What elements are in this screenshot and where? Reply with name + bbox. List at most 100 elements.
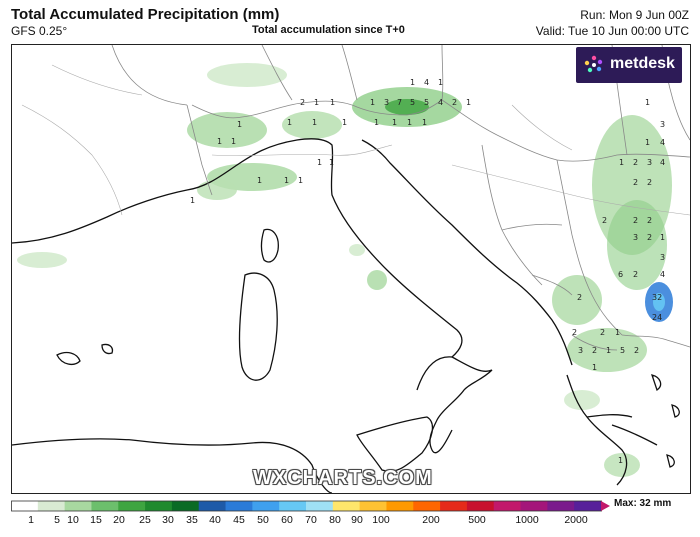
metdesk-logo: metdesk bbox=[576, 47, 682, 83]
chart-subtitle: Total accumulation since T+0 bbox=[252, 24, 405, 36]
legend-color-swatch bbox=[11, 501, 39, 511]
legend-tick-label: 200 bbox=[422, 514, 440, 526]
precip-value: 1 bbox=[237, 120, 242, 129]
legend-color-swatch bbox=[279, 501, 307, 511]
chart-header: Total Accumulated Precipitation (mm) GFS… bbox=[0, 0, 700, 44]
legend-color-swatch bbox=[37, 501, 66, 511]
legend-tick-label: 50 bbox=[257, 514, 269, 526]
precip-value: 1 bbox=[422, 118, 427, 127]
precip-value: 1 bbox=[438, 78, 443, 87]
precip-value: 3 bbox=[633, 233, 638, 242]
precip-value: 2 bbox=[602, 216, 607, 225]
watermark: WXCHARTS.COM bbox=[253, 467, 433, 489]
precip-value: 1 bbox=[606, 346, 611, 355]
legend-tick-label: 10 bbox=[67, 514, 79, 526]
precip-value: 5 bbox=[424, 98, 429, 107]
precip-value: 3 bbox=[384, 98, 389, 107]
precip-value: 1 bbox=[466, 98, 471, 107]
legend-color-swatch bbox=[306, 501, 334, 511]
precip-value: 2 bbox=[592, 346, 597, 355]
precip-value: 1 bbox=[407, 118, 412, 127]
precip-value: 1 bbox=[410, 78, 415, 87]
valid-time: Valid: Tue 10 Jun 00:00 UTC bbox=[535, 24, 689, 38]
precip-value: 1 bbox=[330, 98, 335, 107]
precip-value: 1 bbox=[619, 158, 624, 167]
precip-value: 1 bbox=[370, 98, 375, 107]
precip-value: 2 bbox=[633, 270, 638, 279]
legend-tick-label: 40 bbox=[209, 514, 221, 526]
metdesk-logo-text: metdesk bbox=[610, 55, 675, 72]
precip-value: 5 bbox=[410, 98, 415, 107]
precip-value: 2 bbox=[647, 216, 652, 225]
color-legend: Max: 32 mm 1 5 10 15 20 25 30 35 40 45 50 60 70 80 90 1… bbox=[11, 498, 689, 534]
precip-value: 1 bbox=[592, 363, 597, 372]
legend-color-swatch bbox=[145, 501, 173, 511]
precip-value: 1 bbox=[217, 137, 222, 146]
precip-value: 3 bbox=[647, 158, 652, 167]
legend-tick-label: 2000 bbox=[564, 514, 588, 526]
legend-color-swatch bbox=[574, 501, 602, 511]
legend-tick-label: 1 bbox=[28, 514, 34, 526]
precip-value: 1 bbox=[660, 233, 665, 242]
precip-value: 1 bbox=[329, 158, 334, 167]
legend-tick-label: 70 bbox=[305, 514, 317, 526]
map-canvas: 1 4 1 2 1 1 1 3 7 5 5 4 2 1 1 1 1 1 1 1 … bbox=[12, 45, 690, 493]
legend-color-swatch bbox=[520, 501, 548, 511]
legend-color-swatch bbox=[198, 501, 227, 511]
precip-value: 1 bbox=[298, 176, 303, 185]
precip-value: 4 bbox=[438, 98, 443, 107]
precip-value: 4 bbox=[660, 270, 665, 279]
precip-value: 2 bbox=[300, 98, 305, 107]
precip-value: 32 bbox=[652, 293, 662, 302]
model-label: GFS 0.25° bbox=[11, 24, 68, 38]
precip-value: 1 bbox=[645, 138, 650, 147]
precip-value: 1 bbox=[287, 118, 292, 127]
precip-value: 2 bbox=[452, 98, 457, 107]
precip-value: 2 bbox=[577, 293, 582, 302]
legend-color-swatch bbox=[118, 501, 146, 511]
metdesk-flower-icon bbox=[584, 55, 603, 73]
legend-color-swatch bbox=[386, 501, 414, 511]
legend-color-swatch bbox=[91, 501, 119, 511]
precip-value: 5 bbox=[620, 346, 625, 355]
legend-color-swatch bbox=[440, 501, 468, 511]
precip-value: 1 bbox=[374, 118, 379, 127]
chart-title: Total Accumulated Precipitation (mm) bbox=[11, 6, 280, 23]
legend-tick-label: 35 bbox=[186, 514, 198, 526]
legend-color-swatch bbox=[413, 501, 441, 511]
country-borders bbox=[111, 45, 690, 351]
precip-value: 1 bbox=[615, 328, 620, 337]
precip-value: 1 bbox=[618, 456, 623, 465]
precip-value: 4 bbox=[660, 158, 665, 167]
precip-value: 2 bbox=[633, 178, 638, 187]
precip-value: 2 bbox=[572, 328, 577, 337]
precip-value: 2 bbox=[647, 233, 652, 242]
legend-tick-label: 25 bbox=[139, 514, 151, 526]
legend-tick-label: 30 bbox=[162, 514, 174, 526]
legend-color-bar bbox=[11, 500, 610, 512]
precip-value: 6 bbox=[618, 270, 623, 279]
precip-value: 2 bbox=[633, 216, 638, 225]
precip-value: 2 bbox=[647, 178, 652, 187]
precipitation-areas bbox=[17, 63, 673, 477]
max-label: Max: 32 mm bbox=[614, 498, 672, 509]
legend-tick-label: 20 bbox=[113, 514, 125, 526]
legend-tick-label: 90 bbox=[351, 514, 363, 526]
precip-value-labels: 1 4 1 2 1 1 1 3 7 5 5 4 2 1 1 1 1 1 1 1 … bbox=[190, 78, 665, 465]
precip-value: 3 bbox=[660, 120, 665, 129]
precip-value: 4 bbox=[424, 78, 429, 87]
precipitation-map: 1 4 1 2 1 1 1 3 7 5 5 4 2 1 1 1 1 1 1 1 … bbox=[11, 44, 691, 494]
precip-value: 3 bbox=[578, 346, 583, 355]
legend-color-swatch bbox=[332, 501, 361, 511]
legend-tick-label: 45 bbox=[233, 514, 245, 526]
legend-color-swatch bbox=[493, 501, 522, 511]
legend-color-swatch bbox=[225, 501, 253, 511]
precip-value: 1 bbox=[190, 196, 195, 205]
legend-tick-label: 5 bbox=[54, 514, 60, 526]
precip-value: 1 bbox=[284, 176, 289, 185]
precip-value: 7 bbox=[397, 98, 402, 107]
legend-color-swatch bbox=[171, 501, 200, 511]
precip-value: 4 bbox=[660, 138, 665, 147]
precip-value: 2 bbox=[600, 328, 605, 337]
precip-value: 1 bbox=[257, 176, 262, 185]
